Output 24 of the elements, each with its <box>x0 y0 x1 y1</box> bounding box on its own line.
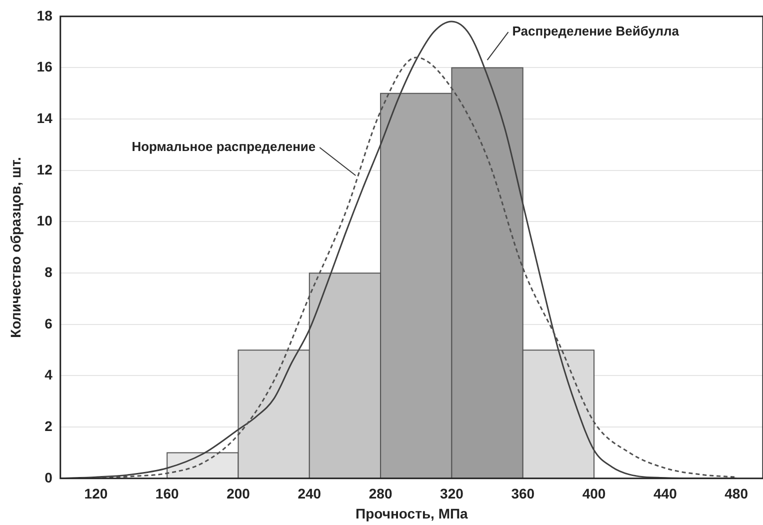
x-axis-title: Прочность, МПа <box>356 505 468 522</box>
y-tick-label: 14 <box>36 110 53 126</box>
x-tick-label: 120 <box>84 486 108 502</box>
y-tick-label: 4 <box>44 366 53 383</box>
y-tick-label: 16 <box>36 58 53 75</box>
annotation: Распределение Вейбулла <box>512 24 680 39</box>
y-tick-label: 10 <box>36 212 53 229</box>
y-axis-title: Количество образцов, шт. <box>7 156 24 338</box>
y-tick-label: 12 <box>36 161 53 178</box>
x-tick-label: 440 <box>653 486 678 502</box>
x-tick-label: 480 <box>724 486 748 502</box>
y-tick-label: 0 <box>44 469 53 486</box>
x-tick-label: 320 <box>440 486 464 502</box>
x-tick-label: 360 <box>511 486 535 502</box>
x-tick-label: 400 <box>582 486 606 502</box>
annotation: Нормальное распределение <box>132 139 316 154</box>
y-tick-label: 18 <box>36 7 53 24</box>
x-tick-label: 240 <box>298 486 322 502</box>
x-tick-label: 160 <box>155 486 179 502</box>
y-tick-label: 8 <box>44 264 53 280</box>
y-tick-label: 2 <box>44 418 53 434</box>
y-tick-label: 6 <box>44 315 53 332</box>
x-tick-label: 280 <box>368 486 392 502</box>
x-tick-label: 200 <box>226 486 250 502</box>
